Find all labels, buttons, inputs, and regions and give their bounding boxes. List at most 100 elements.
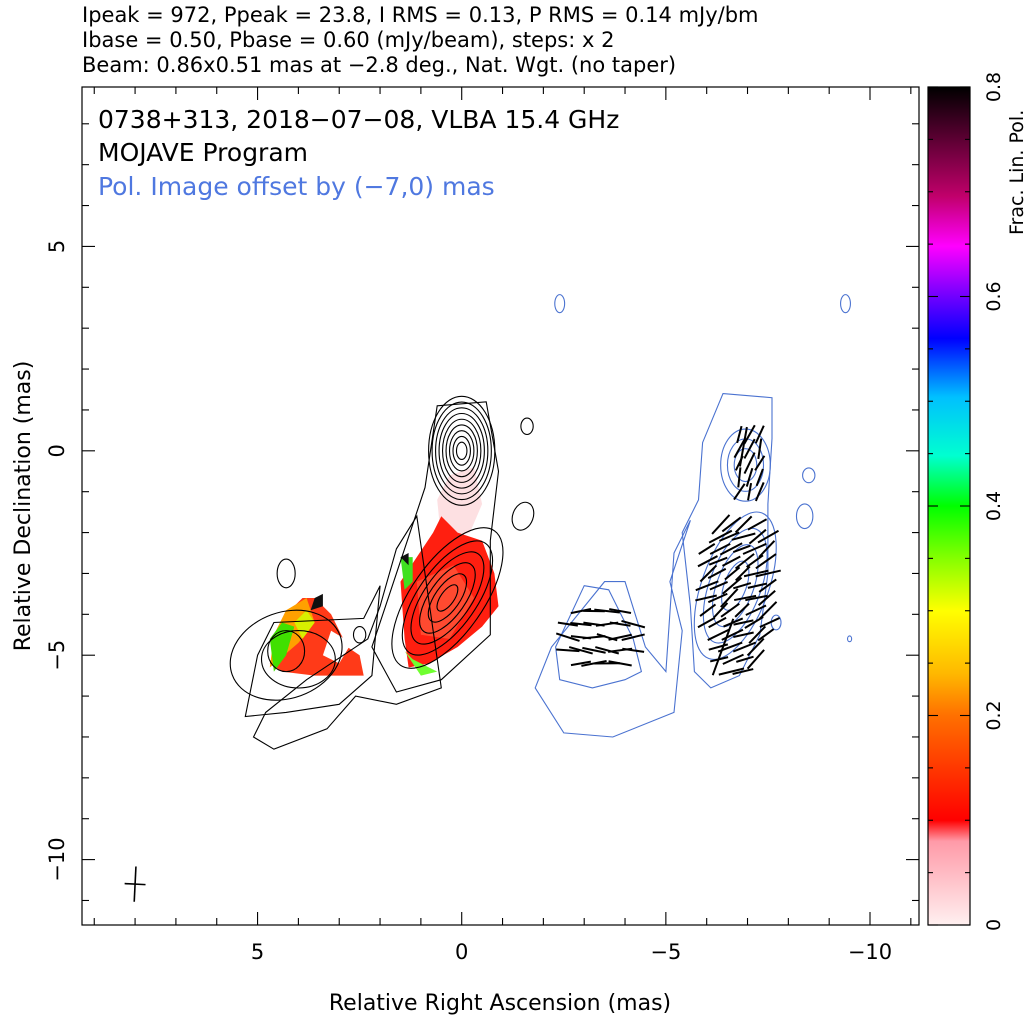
x-tick-label: −5 (650, 940, 681, 964)
evpa-tick (759, 601, 778, 620)
core-contour (438, 412, 485, 489)
evpa-tick (733, 439, 746, 459)
pol-isolated-contour (840, 294, 851, 314)
evpa-tick (621, 619, 646, 629)
isolated-contour (520, 417, 534, 436)
evpa-tick (708, 616, 727, 629)
evpa-tick (745, 594, 768, 602)
beam-marker (124, 866, 146, 902)
evpa-tick (758, 540, 776, 558)
evpa-ticks (555, 424, 781, 676)
evpa-tick (724, 566, 741, 581)
evpa-tick (719, 531, 740, 542)
evpa-tick (733, 582, 752, 590)
evpa-tick (699, 564, 718, 583)
core-contour (441, 418, 482, 483)
evpa-tick (743, 452, 756, 474)
colorbar-tick-label: 0.8 (983, 72, 1005, 102)
inner-jet-edge-green (400, 557, 413, 590)
outer-jet-pol-green (269, 622, 295, 672)
axis-tick-labels: 5 0 −5 −10 5 0 −5 −10 (45, 240, 892, 964)
colorbar-tick-labels: 0 0.2 0.4 0.6 0.8 (983, 72, 1005, 931)
evpa-tick (713, 602, 729, 619)
core-contour (452, 435, 471, 466)
evpa-tick (595, 646, 620, 655)
outer-jet-pol-dark (310, 593, 323, 611)
evpa-tick (733, 483, 746, 501)
x-tick-label: −10 (848, 940, 892, 964)
pol-offset-annotation: Pol. Image offset by (−7,0) mas (98, 172, 495, 201)
isolated-contour (352, 626, 367, 644)
evpa-tick (555, 632, 580, 642)
chart-subtitle: MOJAVE Program (98, 138, 308, 167)
evpa-tick (708, 556, 728, 566)
evpa-tick (723, 617, 744, 628)
y-tick-label: 5 (45, 240, 69, 253)
pol-outer-jet-contour (555, 585, 643, 689)
evpa-tick (621, 633, 645, 641)
evpa-tick (622, 647, 645, 653)
axis-ticks (82, 87, 919, 925)
colorbar-ticks (928, 86, 970, 926)
evpa-tick (747, 518, 768, 531)
evpa-tick (738, 426, 748, 467)
evpa-tick (735, 565, 751, 582)
evpa-tick (695, 580, 719, 592)
evpa-tick (747, 582, 768, 589)
evpa-tick (745, 467, 754, 487)
evpa-tick (754, 482, 765, 502)
evpa-tick (720, 588, 739, 608)
evpa-tick (698, 543, 716, 555)
evpa-tick (732, 668, 754, 675)
evpa-tick (722, 653, 744, 665)
evpa-tick (570, 660, 592, 667)
evpa-tick (718, 667, 745, 676)
evpa-tick (757, 628, 775, 642)
evpa-tick (736, 655, 754, 663)
isolated-contour (276, 558, 296, 589)
evpa-tick (582, 646, 606, 654)
evpa-tick (745, 604, 767, 616)
evpa-tick (759, 617, 781, 628)
evpa-tick (709, 542, 731, 555)
evpa-tick (734, 515, 753, 534)
pol-core-contour (720, 428, 771, 502)
evpa-tick (746, 637, 765, 657)
outer-I-contour (371, 401, 500, 693)
evpa-tick (746, 649, 765, 670)
evpa-tick (737, 467, 742, 488)
evpa-tick (709, 581, 728, 591)
evpa-tick (719, 542, 743, 556)
colorbar-tick-label: 0.4 (983, 491, 1005, 521)
outer-knot-contour (267, 630, 306, 673)
total-intensity-contours (229, 395, 535, 750)
jet-contour (401, 540, 494, 656)
evpa-tick (754, 455, 766, 471)
x-tick-label: 5 (251, 940, 264, 964)
evpa-tick (734, 594, 757, 602)
inner-jet-edge-green-2 (404, 651, 438, 676)
evpa-tick (581, 659, 607, 667)
evpa-tick (755, 468, 764, 487)
y-tick-label: −5 (45, 640, 69, 671)
header-line-2: Ibase = 0.50, Pbase = 0.60 (mJy/beam), s… (82, 28, 615, 52)
evpa-tick (570, 608, 592, 615)
evpa-tick (697, 616, 716, 629)
outer-knot-contour (260, 630, 336, 689)
evpa-tick (743, 438, 756, 459)
core-contour (435, 407, 489, 495)
evpa-tick (707, 567, 727, 579)
evpa-tick (755, 553, 777, 570)
evpa-tick (733, 619, 754, 626)
evpa-tick (608, 660, 632, 667)
pol-isolated-contour (802, 467, 816, 484)
pol-isolated-contour (770, 614, 782, 631)
evpa-tick (557, 621, 578, 627)
evpa-tick (608, 633, 632, 641)
pol-outer-I-contour (534, 520, 691, 738)
evpa-tick (570, 622, 592, 627)
evpa-tick (743, 424, 756, 445)
colorbar-tick-label: 0 (983, 919, 1005, 931)
outer-jet-pol-gap (322, 630, 352, 664)
